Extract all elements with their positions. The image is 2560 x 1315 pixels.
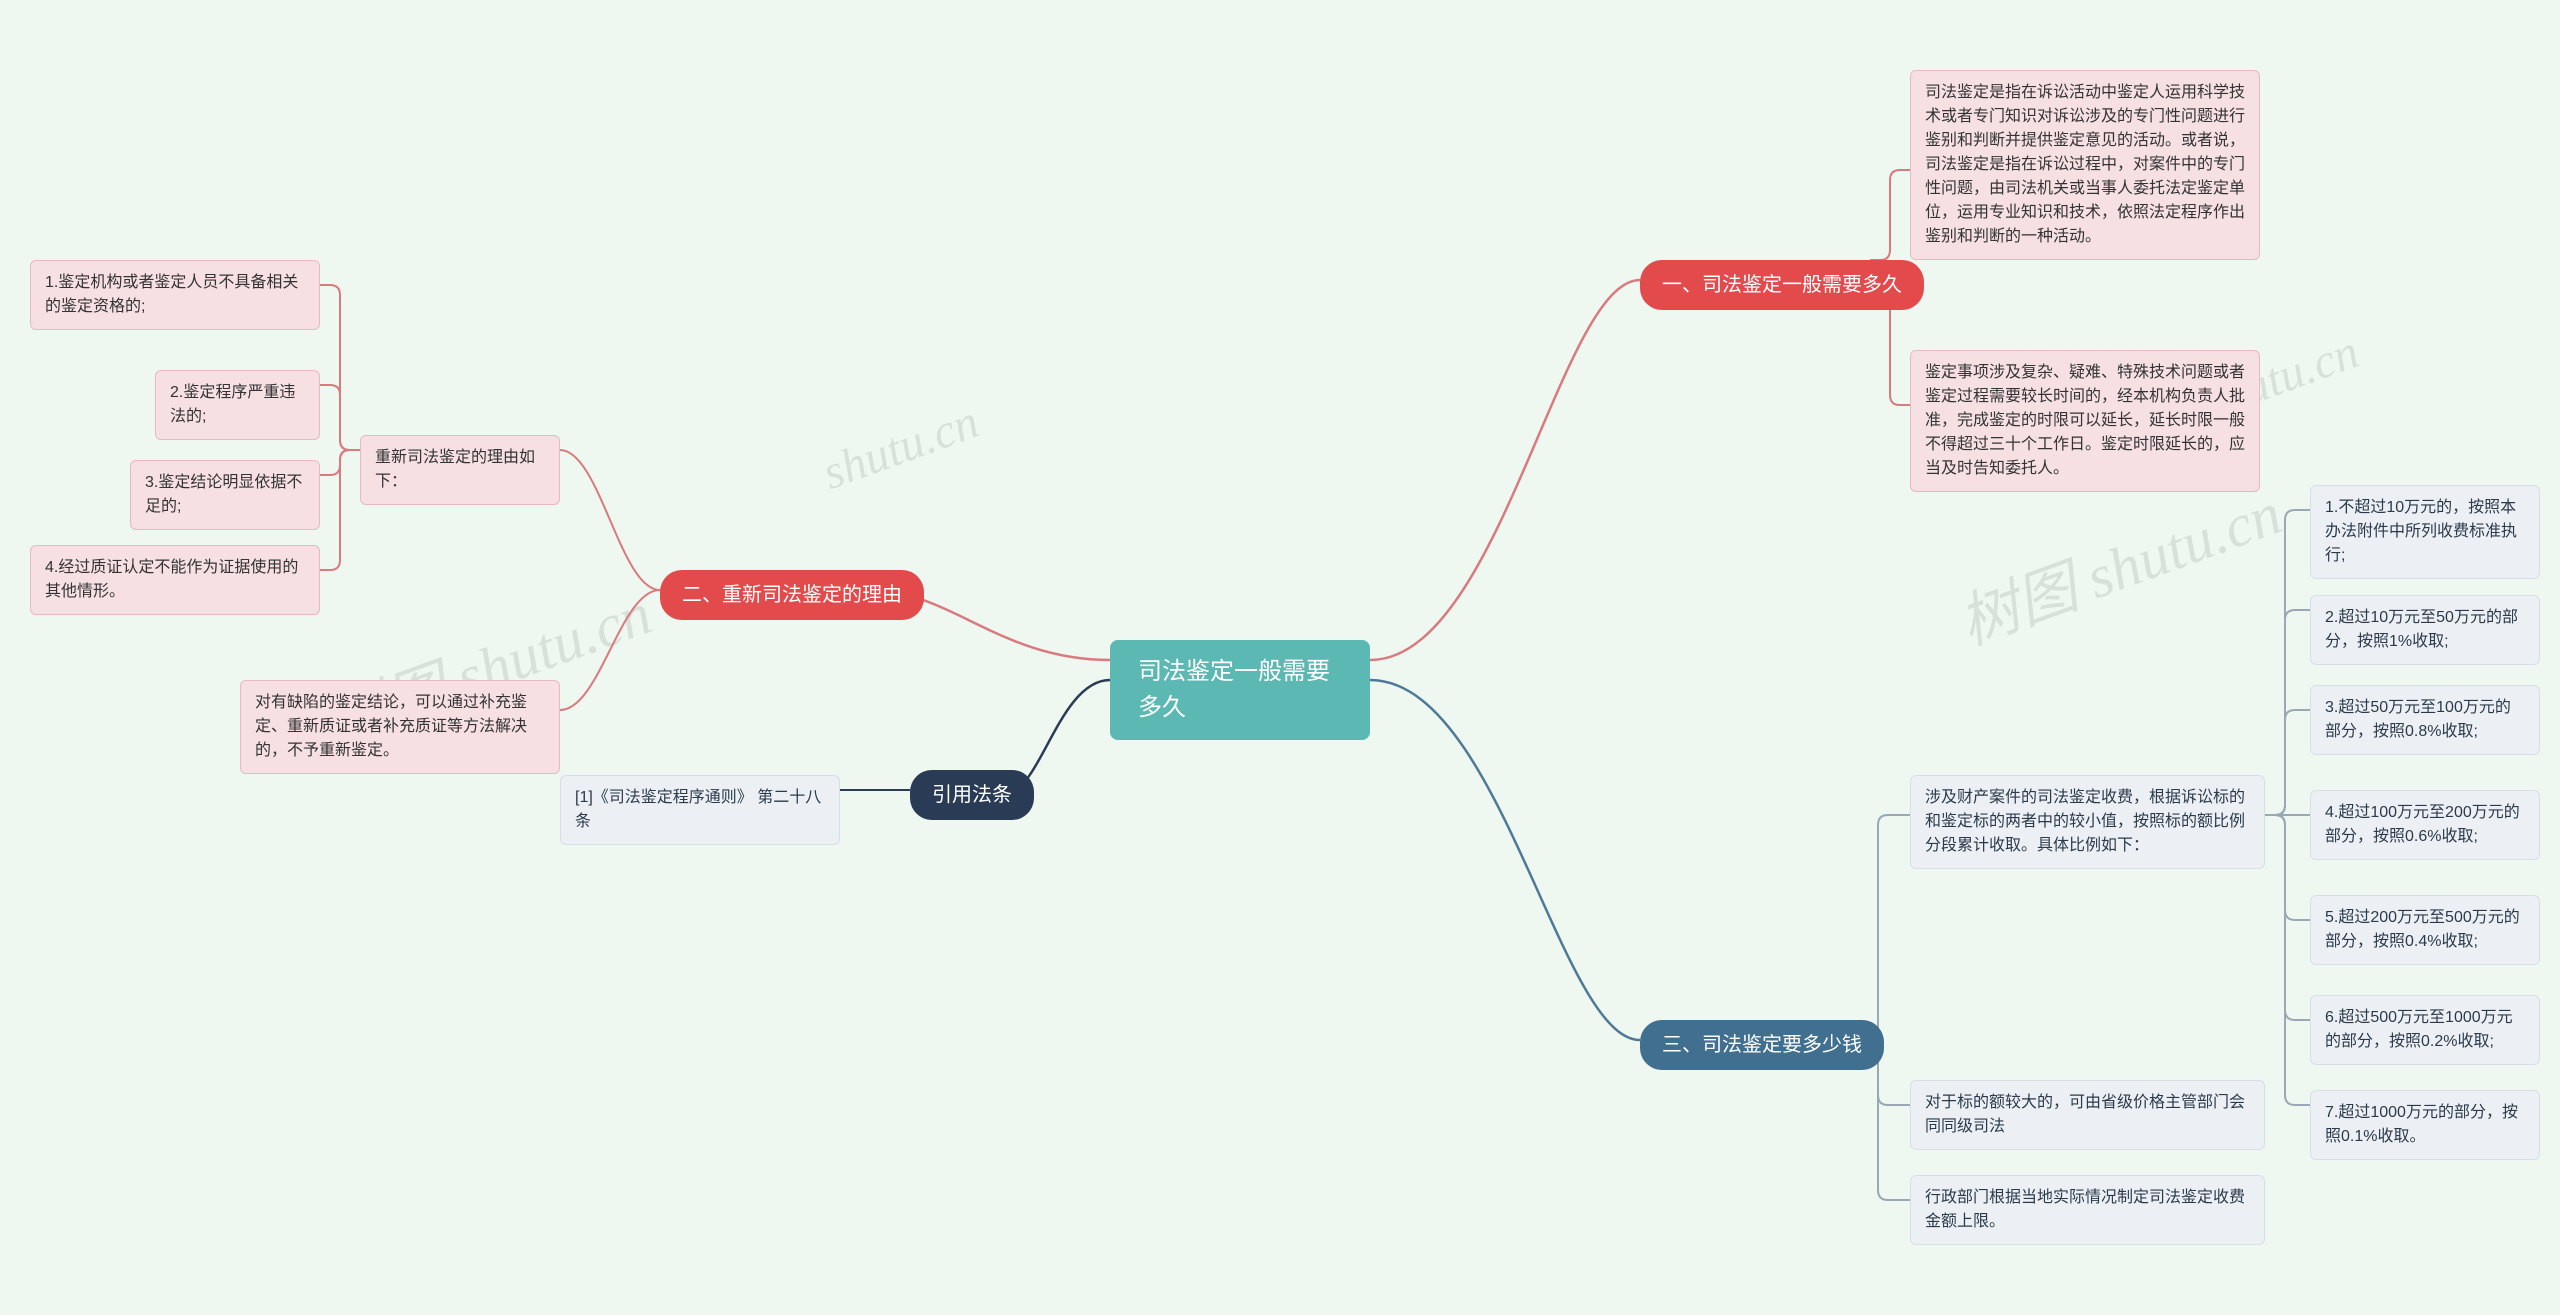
b3a-6: 6.超过500万元至1000万元的部分，按照0.2%收取; <box>2310 995 2540 1065</box>
watermark: shutu.cn <box>815 394 985 501</box>
b3a-5: 5.超过200万元至500万元的部分，按照0.4%收取; <box>2310 895 2540 965</box>
b1-child-1: 司法鉴定是指在诉讼活动中鉴定人运用科学技术或者专门知识对诉讼涉及的专门性问题进行… <box>1910 70 2260 260</box>
b2b: 对有缺陷的鉴定结论，可以通过补充鉴定、重新质证或者补充质证等方法解决的，不予重新… <box>240 680 560 774</box>
b3b: 对于标的额较大的，可由省级价格主管部门会同同级司法 <box>1910 1080 2265 1150</box>
b2a-3: 3.鉴定结论明显依据不足的; <box>130 460 320 530</box>
b2a-2: 2.鉴定程序严重违法的; <box>155 370 320 440</box>
watermark: 树图 shutu.cn <box>1945 465 2291 662</box>
b2a-1: 1.鉴定机构或者鉴定人员不具备相关的鉴定资格的; <box>30 260 320 330</box>
b3a: 涉及财产案件的司法鉴定收费，根据诉讼标的和鉴定标的两者中的较小值，按照标的额比例… <box>1910 775 2265 869</box>
b2a-4: 4.经过质证认定不能作为证据使用的其他情形。 <box>30 545 320 615</box>
b2a: 重新司法鉴定的理由如下： <box>360 435 560 505</box>
b3a-4: 4.超过100万元至200万元的部分，按照0.6%收取; <box>2310 790 2540 860</box>
branch-1[interactable]: 一、司法鉴定一般需要多久 <box>1640 260 1924 310</box>
branch-3[interactable]: 三、司法鉴定要多少钱 <box>1640 1020 1884 1070</box>
branch-4[interactable]: 引用法条 <box>910 770 1034 820</box>
b1-child-2: 鉴定事项涉及复杂、疑难、特殊技术问题或者鉴定过程需要较长时间的，经本机构负责人批… <box>1910 350 2260 492</box>
b3a-7: 7.超过1000万元的部分，按照0.1%收取。 <box>2310 1090 2540 1160</box>
b3a-2: 2.超过10万元至50万元的部分，按照1%收取; <box>2310 595 2540 665</box>
b3a-3: 3.超过50万元至100万元的部分，按照0.8%收取; <box>2310 685 2540 755</box>
b4a: [1]《司法鉴定程序通则》 第二十八条 <box>560 775 840 845</box>
branch-2[interactable]: 二、重新司法鉴定的理由 <box>660 570 924 620</box>
root-node[interactable]: 司法鉴定一般需要多久 <box>1110 640 1370 740</box>
b3a-1: 1.不超过10万元的，按照本办法附件中所列收费标准执行; <box>2310 485 2540 579</box>
b3c: 行政部门根据当地实际情况制定司法鉴定收费金额上限。 <box>1910 1175 2265 1245</box>
